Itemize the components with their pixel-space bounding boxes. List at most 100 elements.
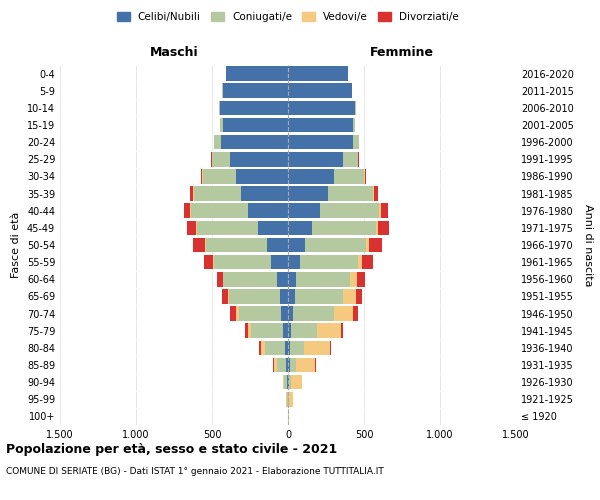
Bar: [288, 84, 352, 98]
Bar: [288, 169, 334, 184]
Bar: [355, 100, 356, 115]
Bar: [202, 169, 203, 184]
Bar: [283, 324, 288, 338]
Bar: [190, 204, 191, 218]
Bar: [365, 169, 366, 184]
Bar: [200, 169, 202, 184]
Bar: [288, 289, 295, 304]
Bar: [203, 255, 213, 270]
Bar: [343, 289, 356, 304]
Y-axis label: Anni di nascita: Anni di nascita: [583, 204, 593, 286]
Bar: [291, 324, 317, 338]
Bar: [226, 66, 288, 81]
Bar: [193, 238, 205, 252]
Bar: [295, 289, 343, 304]
Bar: [187, 220, 196, 235]
Bar: [288, 152, 343, 166]
Bar: [290, 358, 296, 372]
Bar: [374, 186, 377, 201]
Bar: [230, 306, 236, 321]
Bar: [220, 118, 223, 132]
Bar: [259, 340, 260, 355]
Bar: [190, 186, 193, 201]
Bar: [358, 152, 359, 166]
Bar: [184, 204, 190, 218]
Bar: [236, 169, 288, 184]
Bar: [304, 340, 330, 355]
Text: Popolazione per età, sesso e stato civile - 2021: Popolazione per età, sesso e stato civil…: [6, 442, 337, 456]
Bar: [373, 186, 374, 201]
Y-axis label: Fasce di età: Fasce di età: [11, 212, 21, 278]
Bar: [222, 289, 228, 304]
Bar: [288, 66, 348, 81]
Bar: [260, 340, 265, 355]
Bar: [288, 186, 328, 201]
Bar: [379, 220, 389, 235]
Bar: [223, 272, 277, 286]
Bar: [288, 255, 300, 270]
Bar: [330, 340, 331, 355]
Bar: [221, 135, 288, 150]
Bar: [288, 238, 305, 252]
Bar: [313, 220, 376, 235]
Bar: [271, 255, 288, 270]
Bar: [280, 289, 288, 304]
Bar: [220, 100, 288, 115]
Bar: [328, 186, 373, 201]
Bar: [341, 324, 343, 338]
Text: COMUNE DI SERIATE (BG) - Dati ISTAT 1° gennaio 2021 - Elaborazione TUTTITALIA.IT: COMUNE DI SERIATE (BG) - Dati ISTAT 1° g…: [6, 468, 384, 476]
Bar: [357, 272, 365, 286]
Bar: [273, 358, 274, 372]
Bar: [214, 255, 271, 270]
Bar: [236, 306, 239, 321]
Bar: [379, 204, 381, 218]
Bar: [283, 375, 284, 390]
Bar: [191, 204, 248, 218]
Bar: [317, 324, 341, 338]
Bar: [288, 358, 290, 372]
Bar: [230, 152, 288, 166]
Bar: [291, 375, 302, 390]
Text: Maschi: Maschi: [149, 46, 199, 59]
Bar: [289, 392, 293, 406]
Bar: [251, 324, 283, 338]
Bar: [288, 100, 355, 115]
Bar: [334, 169, 364, 184]
Bar: [320, 204, 379, 218]
Bar: [288, 306, 293, 321]
Bar: [353, 135, 359, 150]
Bar: [296, 358, 316, 372]
Bar: [288, 135, 353, 150]
Bar: [214, 135, 221, 150]
Bar: [203, 169, 236, 184]
Bar: [205, 238, 206, 252]
Bar: [277, 272, 288, 286]
Text: Femmine: Femmine: [370, 46, 434, 59]
Legend: Celibi/Nubili, Coniugati/e, Vedovi/e, Divorziati/e: Celibi/Nubili, Coniugati/e, Vedovi/e, Di…: [113, 8, 463, 26]
Bar: [248, 204, 288, 218]
Bar: [288, 220, 313, 235]
Bar: [362, 255, 373, 270]
Bar: [353, 306, 358, 321]
Bar: [358, 255, 362, 270]
Bar: [219, 100, 220, 115]
Bar: [287, 375, 288, 390]
Bar: [194, 186, 241, 201]
Bar: [350, 272, 357, 286]
Bar: [293, 306, 334, 321]
Bar: [290, 340, 304, 355]
Bar: [229, 289, 280, 304]
Bar: [223, 118, 288, 132]
Bar: [364, 169, 365, 184]
Bar: [288, 118, 353, 132]
Bar: [305, 238, 365, 252]
Bar: [257, 220, 288, 235]
Bar: [277, 358, 286, 372]
Bar: [356, 289, 362, 304]
Bar: [288, 272, 296, 286]
Bar: [217, 272, 223, 286]
Bar: [265, 340, 285, 355]
Bar: [288, 204, 320, 218]
Bar: [300, 255, 358, 270]
Bar: [248, 324, 251, 338]
